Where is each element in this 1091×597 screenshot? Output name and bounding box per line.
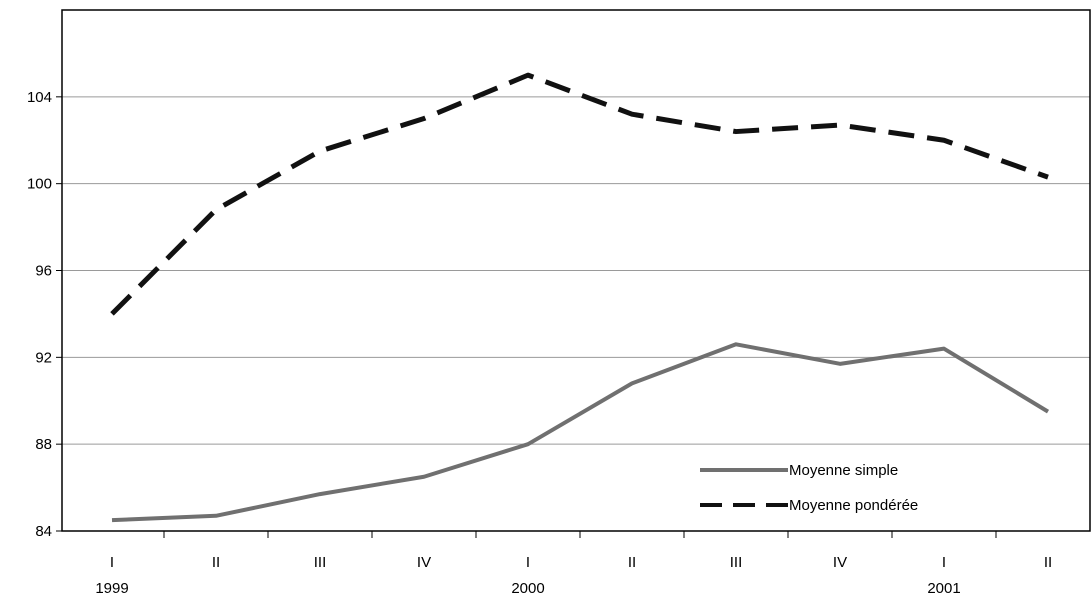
y-tick-label: 88 xyxy=(35,436,52,453)
series-line-0 xyxy=(111,342,1050,523)
x-tick-label: II xyxy=(1044,554,1052,571)
legend-label-moyenne-ponderee: Moyenne pondérée xyxy=(789,497,918,514)
year-label: 2000 xyxy=(511,580,544,597)
year-label: 2001 xyxy=(927,580,960,597)
y-tick-label: 92 xyxy=(35,349,52,366)
x-tick-label: II xyxy=(212,554,220,571)
gridlines xyxy=(62,96,1090,445)
year-label: 1999 xyxy=(95,580,128,597)
x-tick-label: III xyxy=(314,554,327,571)
x-tick-label: I xyxy=(942,554,946,571)
x-tick-label: IV xyxy=(833,554,847,571)
y-tick-label: 96 xyxy=(35,263,52,280)
x-tick-label: II xyxy=(628,554,636,571)
series-line-1 xyxy=(110,72,1049,316)
x-tick-label: I xyxy=(110,554,114,571)
y-tick-label: 100 xyxy=(27,176,52,193)
legend-label-moyenne-simple: Moyenne simple xyxy=(789,462,898,479)
x-tick-label: I xyxy=(526,554,530,571)
legend: Moyenne simple Moyenne pondérée xyxy=(700,462,918,514)
x-tick-label: III xyxy=(730,554,743,571)
x-tick-label: IV xyxy=(417,554,431,571)
y-tick-label: 104 xyxy=(27,89,52,106)
y-tick-label: 84 xyxy=(35,523,52,540)
series xyxy=(110,72,1050,523)
